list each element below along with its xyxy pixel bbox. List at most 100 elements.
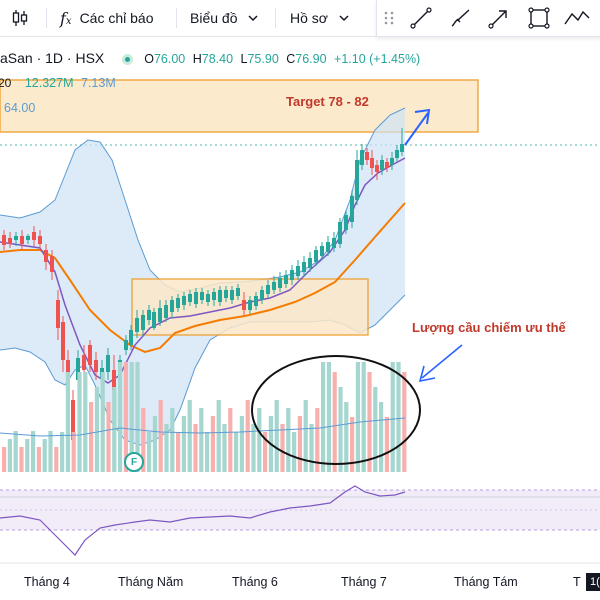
candle-body bbox=[94, 360, 98, 372]
arrow-icon[interactable] bbox=[487, 6, 511, 30]
candles-icon[interactable] bbox=[8, 0, 32, 36]
bb-value: 64.00 bbox=[4, 101, 36, 115]
volume-bar bbox=[181, 416, 186, 472]
candle-body bbox=[380, 160, 384, 170]
volume-bar bbox=[31, 431, 36, 472]
volume-bar bbox=[199, 408, 204, 472]
candle-body bbox=[8, 238, 12, 244]
volume-bar bbox=[390, 362, 395, 472]
candle-body bbox=[200, 292, 204, 300]
time-axis-label: Tháng Năm bbox=[118, 575, 184, 589]
candle-body bbox=[82, 355, 86, 370]
time-axis-label: Tháng 4 bbox=[24, 575, 70, 589]
volume-bar bbox=[402, 372, 407, 472]
volume-bar bbox=[7, 439, 12, 472]
volume-bar bbox=[251, 424, 256, 472]
candle-body bbox=[375, 165, 379, 172]
candle-body bbox=[314, 250, 318, 262]
volume-bar bbox=[89, 402, 94, 472]
time-axis-label: Tháng 6 bbox=[232, 575, 278, 589]
candle-body bbox=[212, 292, 216, 300]
time-axis-label: T bbox=[573, 575, 581, 589]
volume-bar bbox=[216, 400, 221, 472]
candle-body bbox=[20, 236, 24, 244]
volume-bar bbox=[48, 431, 53, 472]
price-chart[interactable] bbox=[0, 36, 600, 600]
volume-bar bbox=[234, 432, 239, 472]
chart-drawing-layer bbox=[0, 79, 600, 564]
chevron-down-icon bbox=[339, 15, 349, 22]
rectangle-icon[interactable] bbox=[527, 6, 551, 30]
open-label: O bbox=[144, 52, 154, 66]
candle-body bbox=[194, 292, 198, 304]
grid-handle-icon[interactable] bbox=[383, 10, 395, 26]
candle-body bbox=[38, 236, 42, 244]
candle-body bbox=[206, 294, 210, 302]
volume-value: 12.327M bbox=[24, 76, 74, 90]
volume-bar bbox=[83, 372, 88, 472]
candle-body bbox=[188, 294, 192, 302]
volume-bar bbox=[36, 447, 41, 472]
candle-body bbox=[32, 232, 36, 240]
candle-body bbox=[106, 355, 110, 372]
volume-bar bbox=[367, 372, 372, 472]
volume-bar bbox=[222, 424, 227, 472]
trend-line-icon[interactable] bbox=[409, 6, 433, 30]
close-value: 76.90 bbox=[295, 52, 327, 66]
close-label: C bbox=[286, 52, 296, 66]
indicator-line bbox=[0, 485, 406, 556]
volume-bar bbox=[71, 432, 76, 472]
chevron-down-icon bbox=[248, 15, 259, 22]
open-value: 76.00 bbox=[153, 52, 186, 66]
symbol-title: aSan · 1D · HSX bbox=[0, 50, 105, 66]
volume-bar bbox=[228, 408, 233, 472]
volume-bar bbox=[158, 400, 163, 472]
volume-bar bbox=[274, 400, 279, 472]
candle-body bbox=[385, 162, 389, 168]
candle-body bbox=[152, 312, 156, 328]
candle-body bbox=[124, 340, 128, 350]
demand-arrow-head bbox=[418, 365, 436, 383]
volume-bar bbox=[135, 362, 140, 472]
target-arrow-head bbox=[414, 108, 431, 125]
volume-bar bbox=[379, 402, 384, 472]
candle-body bbox=[248, 300, 252, 310]
volume-bar bbox=[361, 362, 366, 472]
time-axis-label: Tháng Tám bbox=[454, 575, 518, 589]
low-label: L bbox=[240, 52, 248, 66]
path-icon[interactable] bbox=[563, 6, 591, 30]
indicators-button[interactable]: fx Các chỉ báo bbox=[60, 0, 154, 36]
volume-bar bbox=[147, 432, 152, 472]
candle-body bbox=[284, 275, 288, 284]
toolbar-divider bbox=[176, 8, 177, 28]
candle-body bbox=[254, 296, 258, 306]
candle-body bbox=[332, 238, 336, 248]
volume-bar bbox=[60, 432, 65, 472]
volume-bar bbox=[129, 362, 134, 472]
volume-bar bbox=[141, 408, 146, 472]
high-label: H bbox=[192, 52, 202, 66]
chart-type-button[interactable]: Biểu đồ bbox=[190, 0, 259, 36]
bb-legend: 64.00 bbox=[4, 101, 35, 115]
volume-bar bbox=[106, 402, 111, 472]
volume-bar bbox=[332, 372, 337, 472]
volume-bar bbox=[257, 408, 262, 472]
volume-bar bbox=[152, 416, 157, 472]
candle-body bbox=[164, 305, 168, 318]
candle-body bbox=[355, 160, 359, 200]
financials-badge[interactable]: F bbox=[124, 452, 144, 472]
profile-button[interactable]: Hồ sơ bbox=[290, 0, 350, 36]
candle-body bbox=[395, 150, 399, 158]
volume-bar bbox=[65, 372, 70, 472]
volume-bar bbox=[315, 408, 320, 472]
volume-bar bbox=[94, 387, 99, 472]
candle-body bbox=[290, 270, 294, 280]
volume-bar bbox=[210, 416, 215, 472]
volume-bar bbox=[355, 362, 360, 472]
toolbar-divider bbox=[46, 8, 47, 28]
target-label: Target 78 - 82 bbox=[286, 94, 369, 109]
brush-icon[interactable] bbox=[449, 6, 473, 30]
volume-bar bbox=[309, 424, 314, 472]
volume-bar bbox=[164, 424, 169, 472]
demand-annotation: Lượng cầu chiếm ưu thế bbox=[412, 320, 566, 335]
